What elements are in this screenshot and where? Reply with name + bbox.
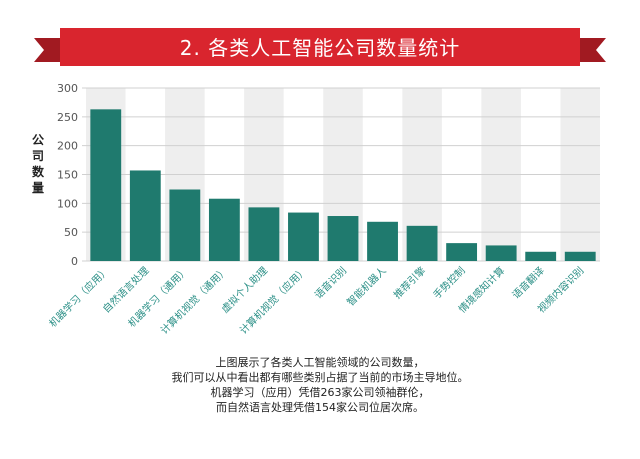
y-tick-label: 100 — [57, 197, 78, 210]
bar — [446, 243, 478, 261]
y-tick-label: 50 — [64, 226, 78, 239]
ribbon-band — [60, 28, 580, 66]
caption-line: 我们可以从中看出都有哪些类别占据了当前的市场主导地位。 — [171, 371, 469, 384]
x-tick-label: 推荐引擎 — [391, 264, 428, 301]
bar — [406, 225, 438, 261]
bar — [208, 198, 240, 261]
ribbon-tail-right — [580, 38, 606, 62]
bar — [564, 251, 596, 261]
ribbon-tail-left — [34, 38, 60, 62]
title-ribbon: 2. 各类人工智能公司数量统计 — [0, 0, 640, 80]
chart-title: 2. 各类人工智能公司数量统计 — [179, 36, 461, 60]
y-tick-label: 200 — [57, 140, 78, 153]
y-axis-label: 公司数量 — [31, 133, 44, 195]
bar — [169, 189, 201, 261]
y-tick-label: 300 — [57, 82, 78, 95]
chart-caption: 上图展示了各类人工智能领域的公司数量， 我们可以从中看出都有哪些类别占据了当前的… — [150, 355, 490, 415]
x-tick-label: 计算机视觉（应用） — [237, 264, 310, 337]
bar — [525, 251, 557, 261]
y-tick-label: 150 — [57, 169, 78, 182]
y-tick-label: 250 — [57, 111, 78, 124]
x-tick-label: 智能机器人 — [344, 264, 389, 309]
bar — [367, 221, 398, 261]
bar-chart: 050100150200250300机器学习（应用）自然语言处理机器学习（通用）… — [46, 82, 600, 337]
x-tick-label: 手势控制 — [430, 264, 467, 301]
bar — [129, 170, 161, 261]
x-tick-label: 计算机视觉（通用） — [158, 264, 231, 337]
caption-line: 而自然语言处理凭借154家公司位居次席。 — [216, 401, 424, 414]
x-tick-label: 语音翻译 — [509, 264, 546, 301]
bar — [288, 212, 319, 261]
ribbon-shape — [34, 28, 606, 66]
x-tick-label: 机器学习（应用） — [46, 264, 112, 330]
bar — [90, 109, 122, 261]
x-tick-label: 语音识别 — [312, 264, 349, 301]
bar — [248, 207, 280, 261]
bar — [485, 245, 517, 261]
y-tick-label: 0 — [71, 255, 78, 268]
bar — [327, 216, 359, 261]
caption-line: 上图展示了各类人工智能领域的公司数量， — [215, 356, 425, 369]
caption-line: 机器学习（应用）凭借263家公司领袖群伦， — [210, 386, 430, 399]
